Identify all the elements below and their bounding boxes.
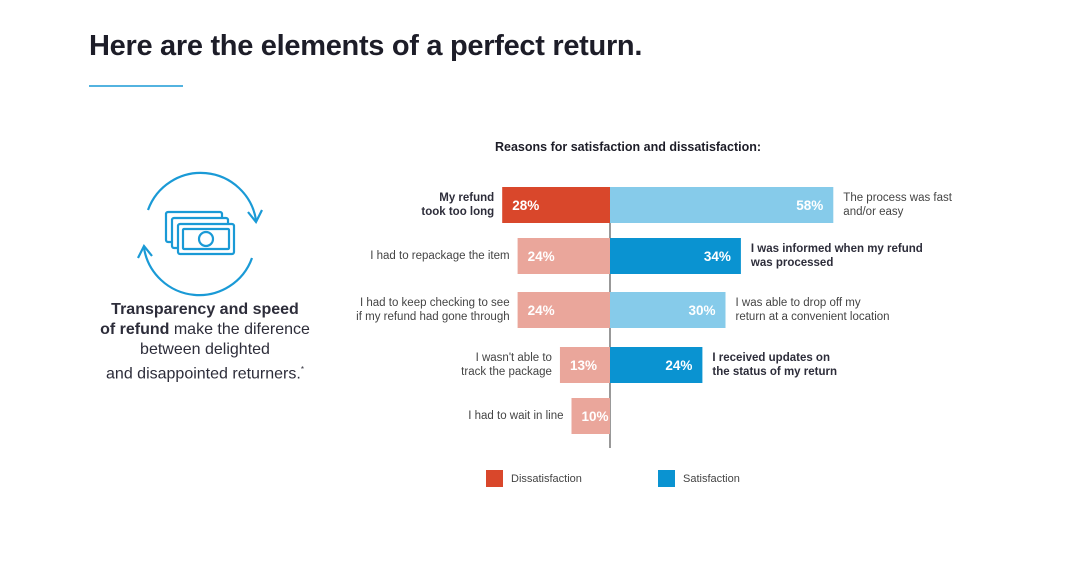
bar bbox=[571, 398, 610, 434]
bar bbox=[610, 187, 834, 223]
legend-swatch bbox=[658, 470, 675, 487]
category-label: I had to wait in line bbox=[468, 410, 564, 422]
value-label: 24% bbox=[528, 249, 555, 264]
bar bbox=[610, 238, 741, 274]
category-label: I had to repackage the item bbox=[370, 250, 510, 262]
footnote-mark: * bbox=[300, 365, 304, 374]
bar bbox=[517, 238, 610, 274]
legend-swatch bbox=[486, 470, 503, 487]
value-label: 34% bbox=[704, 249, 731, 264]
category-label: My refund took too long bbox=[421, 192, 495, 218]
callout-bold: Transparency and speed of refund bbox=[100, 301, 299, 338]
value-label: 28% bbox=[512, 198, 539, 213]
category-label: I wasn't able to track the package bbox=[461, 352, 552, 378]
chart-title: Reasons for satisfaction and dissatisfac… bbox=[495, 140, 762, 154]
value-label: 24% bbox=[665, 358, 692, 373]
category-label: The process was fast and/or easy bbox=[843, 192, 952, 218]
bar bbox=[559, 347, 610, 383]
value-label: 30% bbox=[688, 303, 715, 318]
callout: Transparency and speed of refund make th… bbox=[60, 300, 350, 384]
legend-label: Satisfaction bbox=[683, 473, 740, 485]
bar bbox=[610, 292, 726, 328]
bar bbox=[517, 292, 610, 328]
legend-label: Dissatisfaction bbox=[511, 473, 582, 485]
bar bbox=[502, 187, 610, 223]
value-label: 24% bbox=[528, 303, 555, 318]
callout-text: make the diference between delighted and… bbox=[106, 321, 310, 383]
bar bbox=[610, 347, 703, 383]
category-label: I was informed when my refund was proces… bbox=[750, 243, 923, 269]
value-label: 58% bbox=[796, 198, 823, 213]
value-label: 10% bbox=[582, 409, 609, 424]
category-label: I had to keep checking to see if my refu… bbox=[356, 297, 510, 323]
refund-icon bbox=[137, 171, 263, 297]
page-title: Here are the elements of a perfect retur… bbox=[89, 30, 643, 62]
category-label: I received updates on the status of my r… bbox=[712, 352, 837, 378]
value-label: 13% bbox=[570, 358, 597, 373]
category-label: I was able to drop off my return at a co… bbox=[735, 297, 890, 323]
